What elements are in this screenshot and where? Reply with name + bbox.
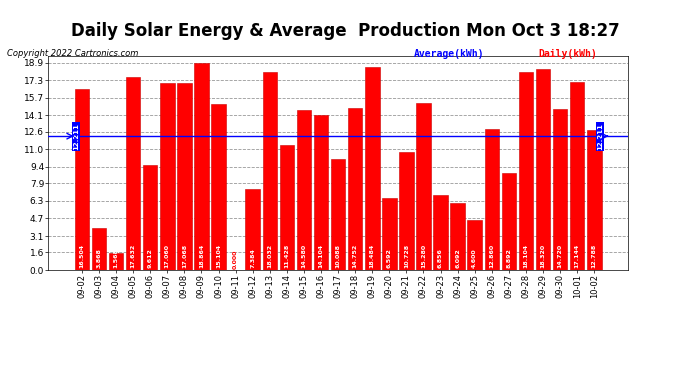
Bar [536, 69, 551, 270]
Bar [279, 145, 294, 270]
Text: 14.752: 14.752 [353, 244, 357, 268]
Text: 8.892: 8.892 [506, 249, 511, 268]
Bar [262, 72, 277, 270]
Text: 9.612: 9.612 [148, 249, 152, 268]
Text: 17.144: 17.144 [575, 244, 580, 268]
Text: 7.384: 7.384 [250, 249, 255, 268]
Bar [331, 159, 346, 270]
Text: 14.580: 14.580 [302, 244, 306, 268]
Text: 18.864: 18.864 [199, 244, 204, 268]
Text: 12.211: 12.211 [597, 123, 603, 150]
Text: 18.032: 18.032 [267, 244, 273, 268]
Text: 12.860: 12.860 [489, 244, 494, 268]
Text: 15.104: 15.104 [216, 244, 221, 268]
Text: 15.280: 15.280 [421, 244, 426, 268]
Bar [314, 116, 328, 270]
Text: Average(kWh): Average(kWh) [414, 49, 484, 59]
Bar [109, 253, 124, 270]
Bar [433, 195, 448, 270]
Bar [92, 228, 106, 270]
Text: 12.211: 12.211 [73, 123, 79, 150]
Text: Daily Solar Energy & Average  Production Mon Oct 3 18:27: Daily Solar Energy & Average Production … [70, 22, 620, 40]
Bar [553, 109, 567, 270]
Text: 12.788: 12.788 [592, 244, 597, 268]
Bar [246, 189, 260, 270]
Bar [451, 203, 465, 270]
Text: 6.092: 6.092 [455, 249, 460, 268]
Text: 3.868: 3.868 [97, 249, 101, 268]
Text: 10.088: 10.088 [335, 244, 341, 268]
Bar [484, 129, 499, 270]
Text: Copyright 2022 Cartronics.com: Copyright 2022 Cartronics.com [7, 49, 138, 58]
Text: 14.104: 14.104 [319, 244, 324, 268]
Bar [468, 220, 482, 270]
Text: 18.320: 18.320 [540, 244, 546, 268]
Bar [194, 63, 208, 270]
Bar [177, 83, 192, 270]
Text: 6.592: 6.592 [387, 249, 392, 268]
Text: 0.000: 0.000 [233, 250, 238, 269]
Bar [587, 130, 602, 270]
Text: 17.068: 17.068 [182, 244, 187, 268]
Bar [416, 102, 431, 270]
Bar [570, 82, 584, 270]
Bar [75, 89, 89, 270]
Bar [365, 68, 380, 270]
Bar [502, 172, 516, 270]
Text: 14.720: 14.720 [558, 244, 562, 268]
Bar [143, 165, 157, 270]
Text: 17.060: 17.060 [165, 244, 170, 268]
Bar [297, 110, 311, 270]
Text: 16.504: 16.504 [79, 244, 84, 268]
Bar [348, 108, 362, 270]
Text: Daily(kWh): Daily(kWh) [538, 49, 597, 59]
Bar [519, 72, 533, 270]
Text: 18.484: 18.484 [370, 244, 375, 268]
Bar [126, 77, 140, 270]
Bar [211, 104, 226, 270]
Bar [399, 152, 414, 270]
Text: 4.600: 4.600 [472, 249, 477, 268]
Text: 17.632: 17.632 [130, 244, 136, 268]
Bar [382, 198, 397, 270]
Text: 11.428: 11.428 [284, 244, 289, 268]
Text: 18.104: 18.104 [524, 244, 529, 268]
Text: 10.728: 10.728 [404, 244, 409, 268]
Text: 6.856: 6.856 [438, 249, 443, 268]
Bar [160, 83, 175, 270]
Text: 1.568: 1.568 [114, 249, 119, 268]
